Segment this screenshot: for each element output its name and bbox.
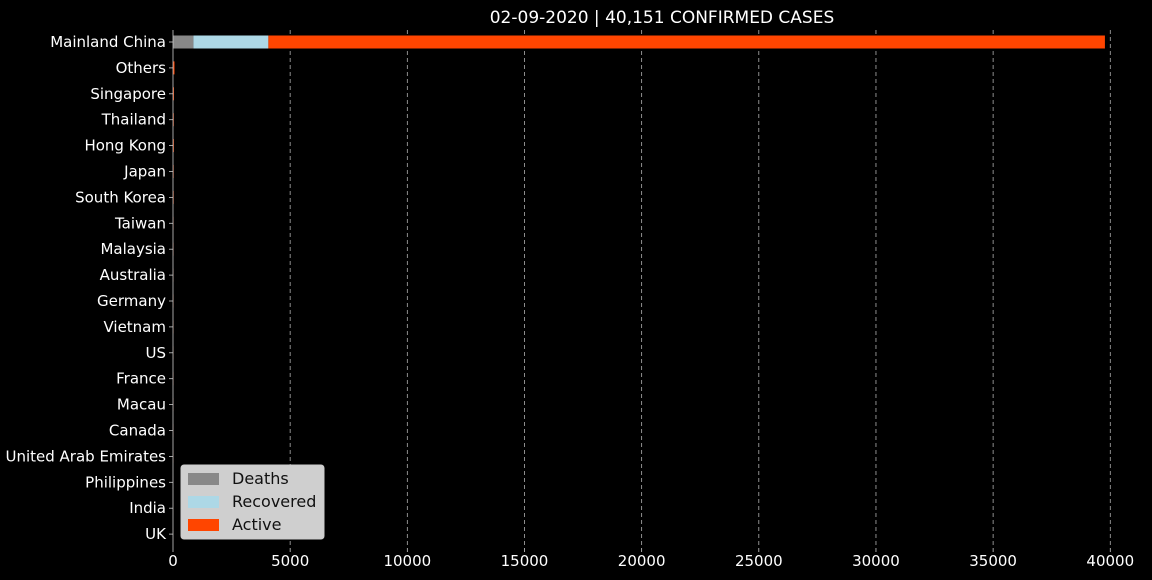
- chart-title: 02-09-2020 | 40,151 CONFIRMED CASES: [490, 8, 835, 28]
- x-tick-label: 35000: [969, 552, 1017, 570]
- x-tick-label: 20000: [618, 552, 666, 570]
- category-label: India: [129, 499, 166, 517]
- category-label: Australia: [100, 266, 166, 284]
- category-label: Canada: [109, 422, 166, 440]
- x-tick-label: 40000: [1086, 552, 1134, 570]
- category-label: UK: [145, 525, 167, 543]
- category-label: South Korea: [75, 188, 166, 206]
- category-label: Malaysia: [100, 240, 166, 258]
- category-label: Mainland China: [50, 33, 166, 51]
- category-label: US: [145, 344, 166, 362]
- category-label: Taiwan: [114, 214, 166, 232]
- category-label: Hong Kong: [84, 137, 166, 155]
- legend-label: Deaths: [232, 469, 289, 488]
- x-tick-label: 5000: [271, 552, 309, 570]
- category-label: Thailand: [101, 111, 166, 129]
- category-label: United Arab Emirates: [5, 447, 166, 465]
- x-tick-label: 30000: [852, 552, 900, 570]
- x-tick-label: 10000: [383, 552, 431, 570]
- category-label: Japan: [123, 163, 166, 181]
- bar-recovered: [193, 36, 268, 49]
- grid-lines: [290, 30, 1110, 548]
- category-label: Singapore: [90, 85, 166, 103]
- category-label: Germany: [97, 292, 166, 310]
- category-label: Others: [116, 59, 167, 77]
- x-tick-label: 25000: [735, 552, 783, 570]
- legend-swatch: [188, 519, 219, 531]
- x-tick-label: 0: [168, 552, 178, 570]
- legend-label: Active: [232, 515, 282, 534]
- bar-deaths: [173, 36, 193, 49]
- category-label: Macau: [117, 396, 166, 414]
- axes: Mainland China Others Singapore Thailand Hon…: [5, 30, 1134, 570]
- category-label: France: [116, 370, 166, 388]
- x-tick-label: 15000: [501, 552, 549, 570]
- legend-swatch: [188, 473, 219, 485]
- category-label: Philippines: [85, 473, 166, 491]
- legend-swatch: [188, 496, 219, 508]
- category-label: Vietnam: [103, 318, 166, 336]
- bar-active: [268, 36, 1105, 49]
- legend-label: Recovered: [232, 492, 316, 511]
- legend: Deaths Recovered Active: [181, 465, 324, 539]
